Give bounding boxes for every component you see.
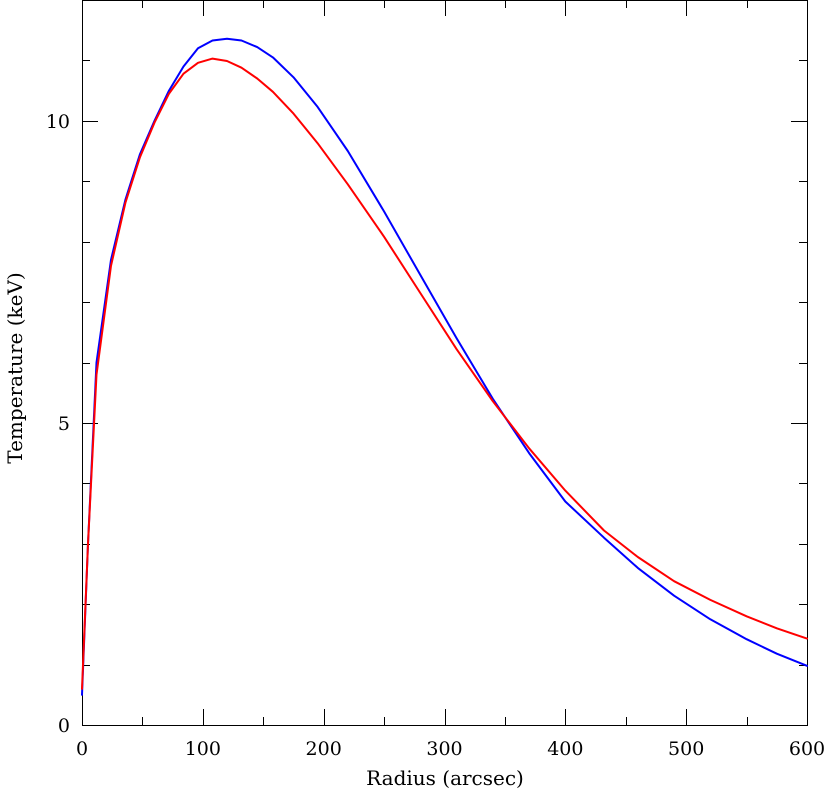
- axis-ticks: [82, 0, 808, 726]
- x-tick-label: 500: [668, 738, 704, 760]
- y-tick-label: 0: [58, 715, 70, 737]
- y-tick-label: 10: [46, 111, 70, 133]
- x-tick-label: 0: [76, 738, 88, 760]
- plot-frame: [82, 0, 808, 726]
- y-axis-title: Temperature (keV): [3, 272, 27, 463]
- series-line-1: [81, 37, 808, 696]
- series-lines: [81, 37, 808, 696]
- tick-labels: 0 100 200 300 400 500 600 0 5 10: [46, 111, 825, 760]
- x-tick-label: 300: [426, 738, 462, 760]
- x-tick-label: 100: [185, 738, 221, 760]
- x-tick-label: 400: [547, 738, 583, 760]
- series-line-2: [81, 57, 808, 690]
- x-axis-title: Radius (arcsec): [366, 766, 524, 790]
- y-tick-label: 5: [58, 413, 70, 435]
- x-tick-label: 600: [789, 738, 825, 760]
- x-tick-label: 200: [306, 738, 342, 760]
